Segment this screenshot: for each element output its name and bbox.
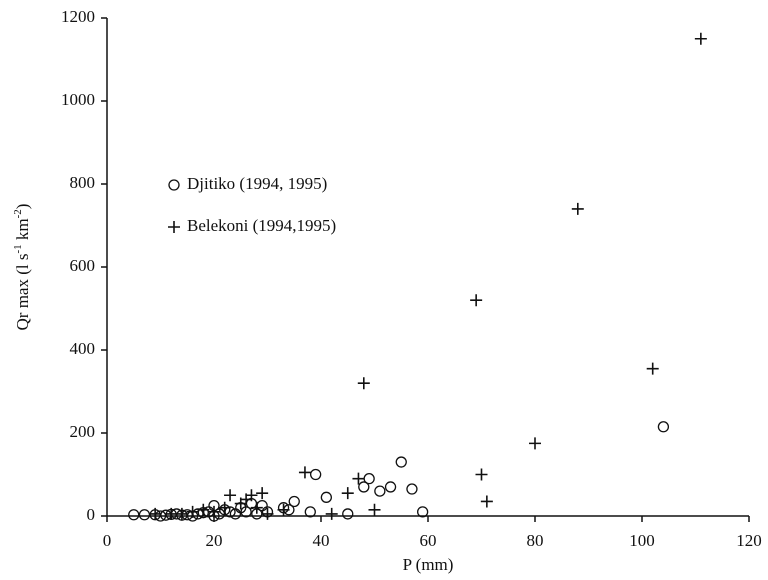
x-tick-label: 80 [527,531,544,550]
point [694,32,707,45]
point [175,507,188,520]
point [475,468,488,481]
point [352,472,365,485]
point [358,481,370,493]
y-tick-label: 1000 [61,90,95,109]
x-tick-label: 100 [629,531,655,550]
point [240,506,252,518]
point [384,481,397,493]
point [250,501,263,514]
y-tick-label: 400 [70,339,96,358]
point [261,507,274,520]
point [277,503,290,516]
point [245,489,258,502]
point [218,501,231,514]
point [342,508,354,520]
point [480,495,493,508]
x-tick-label: 40 [313,531,330,550]
y-axis-label: Qr max (l s-1 km-2) [12,204,32,331]
y-tick-label: 200 [70,422,96,441]
legend-label: Djitiko (1994, 1995) [187,174,327,193]
point [298,466,311,479]
point [256,487,269,500]
point [138,509,151,521]
point [571,202,584,215]
y-tick-label: 0 [87,505,96,524]
point [341,487,354,500]
point [363,472,375,485]
y-axis-label-part: km [13,218,32,244]
point [197,503,210,516]
point [470,294,483,307]
point [128,509,140,521]
point [149,507,162,520]
x-tick-label: 60 [420,531,437,550]
point [256,499,268,512]
y-axis-label-sup: -2 [12,209,24,218]
point [406,483,418,495]
point [186,505,199,518]
y-tick-label: 800 [70,173,96,192]
point [325,507,338,520]
x-tick-label: 20 [206,531,223,550]
point [309,468,322,481]
legend-marker [168,179,180,191]
point [657,421,670,433]
point [416,506,429,518]
y-axis-label-part: Qr max (l s [13,254,32,331]
point [208,505,220,518]
point [304,506,316,518]
point [224,489,237,502]
y-axis-label-sup: -1 [12,244,24,253]
point [395,456,407,468]
x-axis-label: P (mm) [403,555,454,574]
x-tick-label: 120 [736,531,762,550]
legend-label: Belekoni (1994,1995) [187,216,336,235]
point [529,437,541,450]
point [320,491,333,503]
y-tick-label: 1200 [61,7,95,26]
x-tick-label: 0 [103,531,112,550]
point [288,495,300,508]
point [368,503,381,516]
y-axis-label-part: ) [13,204,32,210]
point [646,362,659,375]
point [165,507,178,520]
y-tick-label: 600 [70,256,96,275]
point [374,485,386,497]
point [357,377,370,390]
legend-marker [168,221,180,233]
